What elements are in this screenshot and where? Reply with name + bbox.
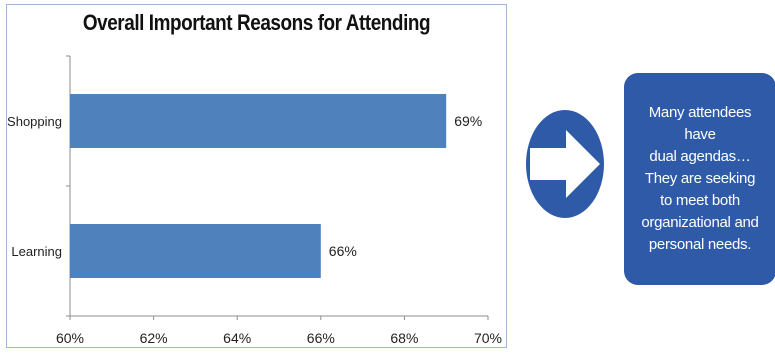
callout-box: Many attendees have dual agendas… They a… <box>624 73 775 285</box>
x-tick-label: 64% <box>223 330 251 346</box>
callout-text: Many attendees have dual agendas… They a… <box>641 104 759 253</box>
x-tick-label: 68% <box>390 330 418 346</box>
data-label: 66% <box>329 243 357 259</box>
chart-frame <box>6 4 507 348</box>
right-arrow-icon <box>526 110 604 218</box>
data-label: 69% <box>454 113 482 129</box>
x-tick-label: 60% <box>56 330 84 346</box>
bar <box>70 94 447 148</box>
x-tick-label: 70% <box>474 330 502 346</box>
x-tick-label: 66% <box>307 330 335 346</box>
chart-title: Overall Important Reasons for Attending <box>82 10 431 35</box>
x-tick-label: 62% <box>140 330 168 346</box>
bar <box>70 224 321 278</box>
category-label: Learning <box>11 244 62 259</box>
category-label: Shopping <box>7 114 62 129</box>
